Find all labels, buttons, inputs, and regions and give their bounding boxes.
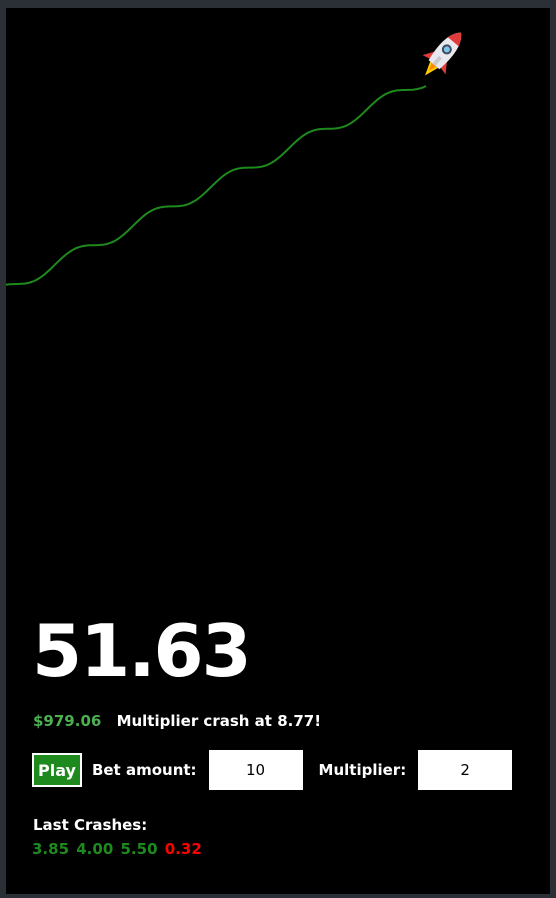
rocket-icon [422,32,462,76]
multiplier-curve [6,85,427,286]
multiplier-input[interactable] [418,750,513,790]
last-crashes-list: 3.85 4.00 5.50 0.32 [32,840,204,858]
last-crash-item: 3.85 [32,840,70,858]
current-multiplier: 51.63 [32,609,252,693]
status-row: $979.06 Multiplier crash at 8.77! [33,712,321,730]
bet-amount-input[interactable] [208,750,303,790]
game-canvas: 51.63 $979.06 Multiplier crash at 8.77! … [6,8,550,894]
last-crash-item: 5.50 [120,840,158,858]
controls-row: Play Bet amount: Multiplier: [32,750,513,790]
play-button[interactable]: Play [32,753,82,787]
multiplier-label: Multiplier: [318,761,407,779]
crash-message: Multiplier crash at 8.77! [116,712,322,730]
last-crashes-title: Last Crashes: [33,816,148,834]
last-crash-item: 0.32 [164,840,202,858]
bet-amount-label: Bet amount: [91,761,197,779]
multiplier-curve-chart [6,85,427,286]
last-crash-item: 4.00 [76,840,114,858]
balance-amount: $979.06 [33,712,102,730]
